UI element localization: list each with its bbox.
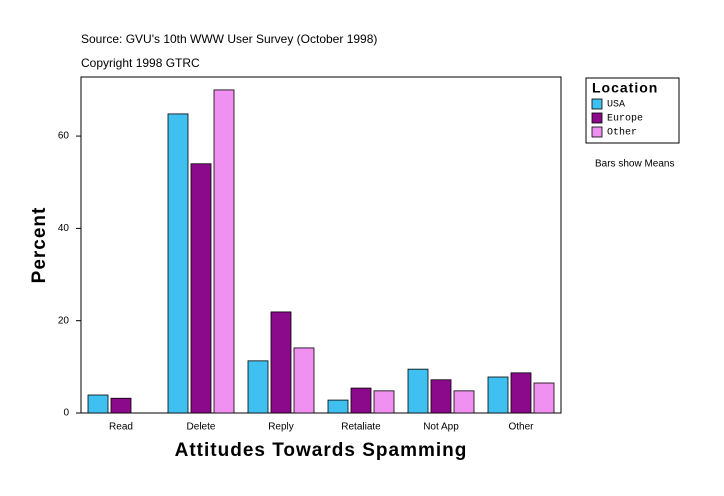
- plot-frame: [80, 76, 562, 414]
- source-note: Source: GVU's 10th WWW User Survey (Octo…: [81, 32, 377, 46]
- legend-label: Other: [607, 127, 637, 139]
- legend-title: Location: [592, 80, 658, 96]
- y-tick-label: 0: [63, 408, 69, 419]
- legend-label: USA: [607, 100, 625, 111]
- bar: [487, 376, 509, 414]
- x-tick-label: Reply: [268, 422, 294, 433]
- bar: [510, 372, 532, 414]
- x-tick-label: Read: [109, 422, 133, 433]
- copyright-note: Copyright 1998 GTRC: [81, 56, 200, 70]
- bar: [110, 397, 132, 414]
- x-tick-label: Other: [508, 422, 534, 433]
- bar: [190, 163, 212, 414]
- bar: [453, 390, 475, 414]
- bar: [407, 368, 429, 414]
- y-tick-label: 60: [58, 131, 70, 142]
- bar: [87, 394, 109, 414]
- bar: [293, 347, 315, 414]
- x-axis-title: Attitudes Towards Spamming: [175, 440, 468, 461]
- legend-label: Europe: [607, 114, 643, 125]
- bar: [327, 399, 349, 414]
- bar: [270, 311, 292, 414]
- bar: [533, 382, 555, 414]
- legend-swatch: [591, 112, 603, 124]
- y-axis-title: Percent: [29, 207, 50, 284]
- bar: [373, 390, 395, 414]
- bar: [167, 113, 189, 414]
- legend-swatch: [591, 126, 603, 138]
- bar: [247, 360, 269, 414]
- bar: [213, 89, 235, 414]
- bar: [350, 387, 372, 414]
- y-tick-label: 20: [58, 315, 70, 326]
- means-note: Bars show Means: [595, 159, 674, 170]
- x-tick-label: Retaliate: [341, 422, 381, 433]
- y-tick-label: 40: [58, 223, 70, 234]
- x-tick-label: Not App: [423, 422, 459, 433]
- bar: [430, 379, 452, 414]
- legend-swatch: [591, 98, 603, 110]
- x-tick-label: Delete: [187, 422, 216, 433]
